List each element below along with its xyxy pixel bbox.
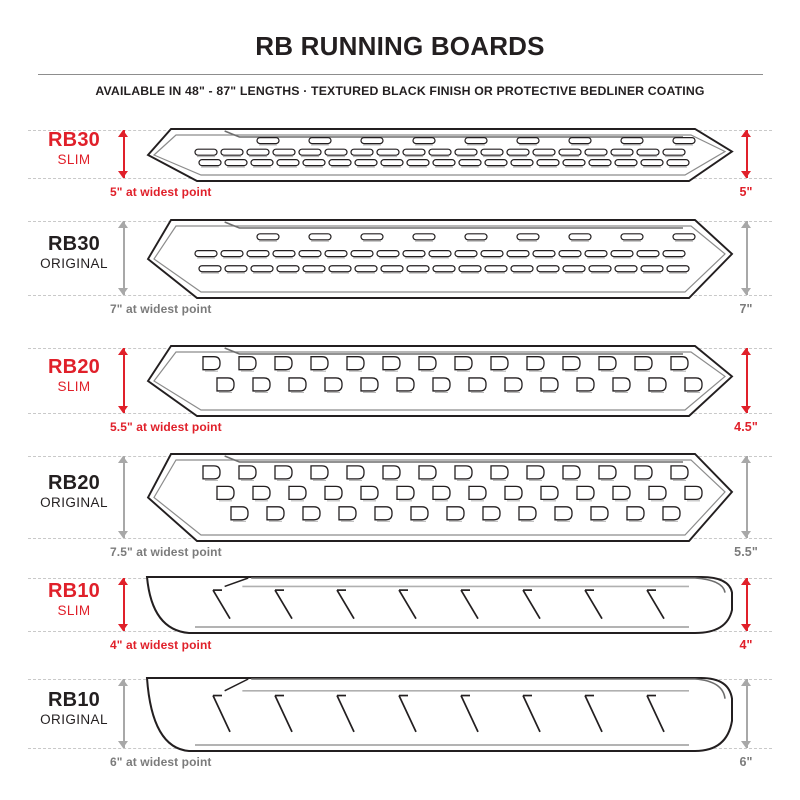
model-name: RB10 <box>48 688 100 711</box>
arrow-head-up <box>741 679 751 686</box>
model-label-rb20-slim[interactable]: RB20 SLIM <box>28 355 120 396</box>
arrow-head-down <box>741 531 751 538</box>
arrow-head-up <box>741 456 751 463</box>
model-label-rb10-original[interactable]: RB10 ORIGINAL <box>28 688 120 729</box>
page-header: RB RUNNING BOARDS AVAILABLE IN 48" - 87"… <box>0 0 800 98</box>
height-dimension-rb20-slim: 4.5" <box>734 420 758 434</box>
dimension-arrow-right <box>741 221 752 295</box>
model-variant: ORIGINAL <box>40 256 108 271</box>
height-dimension-rb10-original: 6" <box>739 755 753 769</box>
arrow-head-down <box>118 171 128 178</box>
widest-point-caption-rb20-original: 7.5" at widest point <box>110 545 222 559</box>
board-illustration-rb10-slim <box>145 574 735 636</box>
page-subtitle: AVAILABLE IN 48" - 87" LENGTHS · TEXTURE… <box>95 84 705 98</box>
widest-point-caption-rb10-original: 6" at widest point <box>110 755 212 769</box>
arrow-head-down <box>118 288 128 295</box>
model-variant: SLIM <box>57 152 91 167</box>
arrow-stem <box>123 578 125 631</box>
model-label-rb10-slim[interactable]: RB10 SLIM <box>28 579 120 620</box>
arrow-head-up <box>118 348 128 355</box>
arrow-stem <box>746 130 748 178</box>
model-variant: ORIGINAL <box>40 495 108 510</box>
model-label-rb20-original[interactable]: RB20 ORIGINAL <box>28 473 120 512</box>
arrow-stem <box>123 221 125 295</box>
arrow-head-up <box>741 578 751 585</box>
arrow-stem <box>123 679 125 748</box>
arrow-head-down <box>118 406 128 413</box>
arrow-stem <box>746 348 748 413</box>
dimension-arrow-right <box>741 679 752 748</box>
dimension-arrow-right <box>741 456 752 538</box>
arrow-head-up <box>118 130 128 137</box>
arrow-head-down <box>118 531 128 538</box>
arrow-stem <box>746 679 748 748</box>
arrow-head-up <box>118 578 128 585</box>
arrow-stem <box>123 456 125 538</box>
arrow-head-up <box>118 456 128 463</box>
widest-point-caption-rb30-original: 7" at widest point <box>110 302 212 316</box>
arrow-head-down <box>741 624 751 631</box>
dimension-arrow-left <box>118 679 129 748</box>
dimension-arrow-right <box>741 578 752 631</box>
model-variant: SLIM <box>57 602 91 618</box>
dimension-arrow-left <box>118 578 129 631</box>
model-variant: ORIGINAL <box>40 711 108 727</box>
arrow-head-down <box>741 406 751 413</box>
height-dimension-rb20-original: 5.5" <box>734 545 758 559</box>
widest-point-caption-rb20-slim: 5.5" at widest point <box>110 420 222 434</box>
arrow-head-down <box>118 624 128 631</box>
widest-point-caption-rb30-slim: 5" at widest point <box>110 185 212 199</box>
board-illustration-rb20-slim <box>145 343 735 419</box>
height-dimension-rb30-slim: 5" <box>739 185 753 199</box>
arrow-stem <box>746 456 748 538</box>
page-title: RB RUNNING BOARDS <box>255 31 545 61</box>
arrow-stem <box>123 130 125 178</box>
model-label-rb30-original[interactable]: RB30 ORIGINAL <box>28 234 120 273</box>
arrow-head-down <box>118 741 128 748</box>
model-name: RB30 <box>48 233 100 255</box>
arrow-head-up <box>118 679 128 686</box>
arrow-stem <box>123 348 125 413</box>
board-illustration-rb10-original <box>145 675 735 754</box>
arrow-head-up <box>741 221 751 228</box>
height-dimension-rb10-slim: 4" <box>739 638 753 652</box>
height-dimension-rb30-original: 7" <box>739 302 753 316</box>
dimension-arrow-left <box>118 348 129 413</box>
dimension-arrow-left <box>118 130 129 178</box>
arrow-stem <box>746 221 748 295</box>
arrow-head-down <box>741 171 751 178</box>
board-illustration-rb30-slim <box>145 126 735 184</box>
arrow-head-up <box>118 221 128 228</box>
arrow-head-down <box>741 741 751 748</box>
header-divider <box>37 74 763 75</box>
arrow-head-up <box>741 348 751 355</box>
board-illustration-rb30-original <box>145 217 735 301</box>
board-illustration-rb20-original <box>145 451 735 544</box>
dimension-arrow-left <box>118 221 129 295</box>
widest-point-caption-rb10-slim: 4" at widest point <box>110 638 212 652</box>
dimension-arrow-left <box>118 456 129 538</box>
arrow-head-down <box>741 288 751 295</box>
model-label-rb30-slim[interactable]: RB30 SLIM <box>28 130 120 169</box>
dimension-arrow-right <box>741 130 752 178</box>
model-variant: SLIM <box>57 378 91 394</box>
dimension-arrow-right <box>741 348 752 413</box>
arrow-stem <box>746 578 748 631</box>
model-name: RB20 <box>48 472 100 494</box>
model-name: RB20 <box>48 355 100 378</box>
arrow-head-up <box>741 130 751 137</box>
model-name: RB30 <box>48 129 100 151</box>
model-name: RB10 <box>48 579 100 602</box>
